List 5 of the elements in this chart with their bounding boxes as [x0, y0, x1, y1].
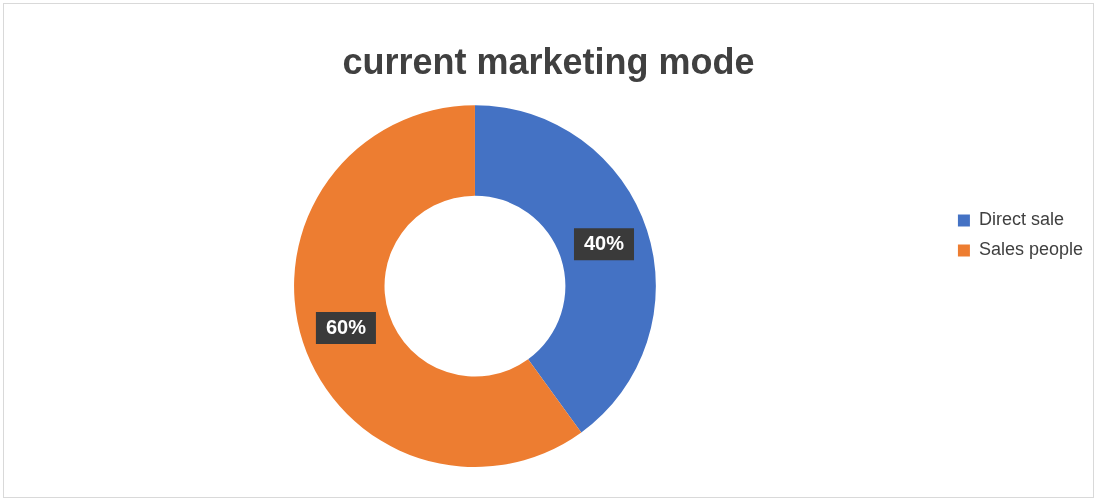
- legend-label: Direct sale: [978, 209, 1064, 230]
- data-label: 60%: [325, 315, 367, 338]
- legend-label: Sales people: [978, 239, 1084, 260]
- data-label: 40%: [583, 231, 625, 254]
- chart-title: current marketing mode: [342, 40, 755, 82]
